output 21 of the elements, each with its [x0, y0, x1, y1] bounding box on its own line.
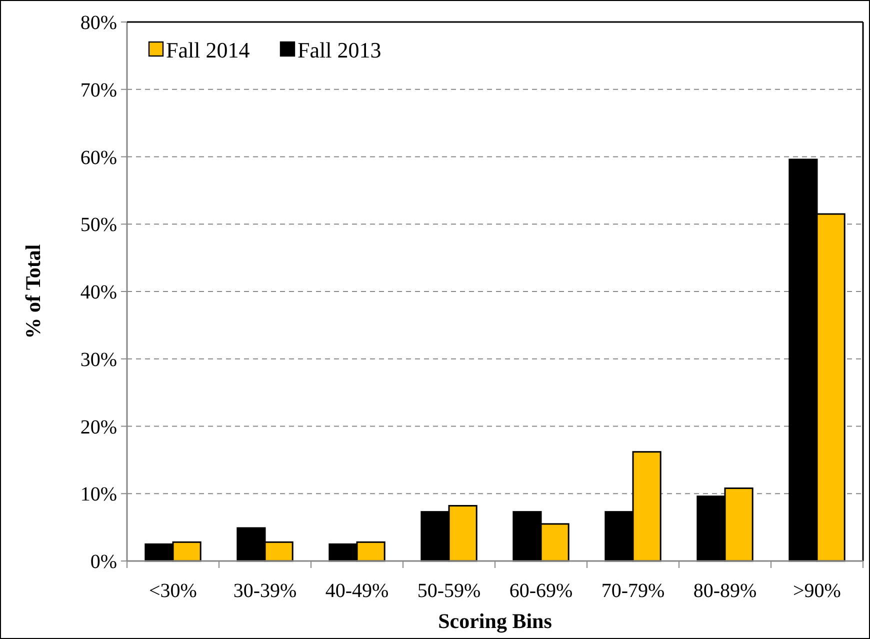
y-tick-label: 30%	[80, 348, 117, 371]
y-tick-label: 70%	[80, 79, 117, 102]
x-tick-label: 40-49%	[325, 580, 389, 602]
x-tick-label: 50-59%	[417, 580, 481, 602]
x-tick-label: >90%	[793, 580, 841, 602]
x-tick-label: 30-39%	[233, 580, 297, 602]
x-axis-title: Scoring Bins	[438, 609, 552, 633]
y-tick-label: 20%	[80, 416, 117, 438]
y-tick-label: 80%	[80, 12, 117, 34]
y-tick-label: 50%	[80, 214, 117, 236]
x-tick-label: 60-69%	[509, 580, 573, 602]
legend-label: Fall 2014	[166, 38, 250, 63]
x-tick-label: 80-89%	[693, 580, 757, 602]
x-tick-label: <30%	[149, 580, 197, 602]
legend-label: Fall 2013	[298, 38, 382, 63]
y-tick-label: 60%	[80, 146, 117, 169]
y-axis-title: % of Total	[21, 244, 45, 339]
y-tick-label: 40%	[80, 282, 117, 304]
x-tick-label: 70-79%	[601, 580, 665, 602]
y-tick-label: 10%	[80, 484, 117, 506]
y-tick-label: 0%	[90, 551, 117, 573]
